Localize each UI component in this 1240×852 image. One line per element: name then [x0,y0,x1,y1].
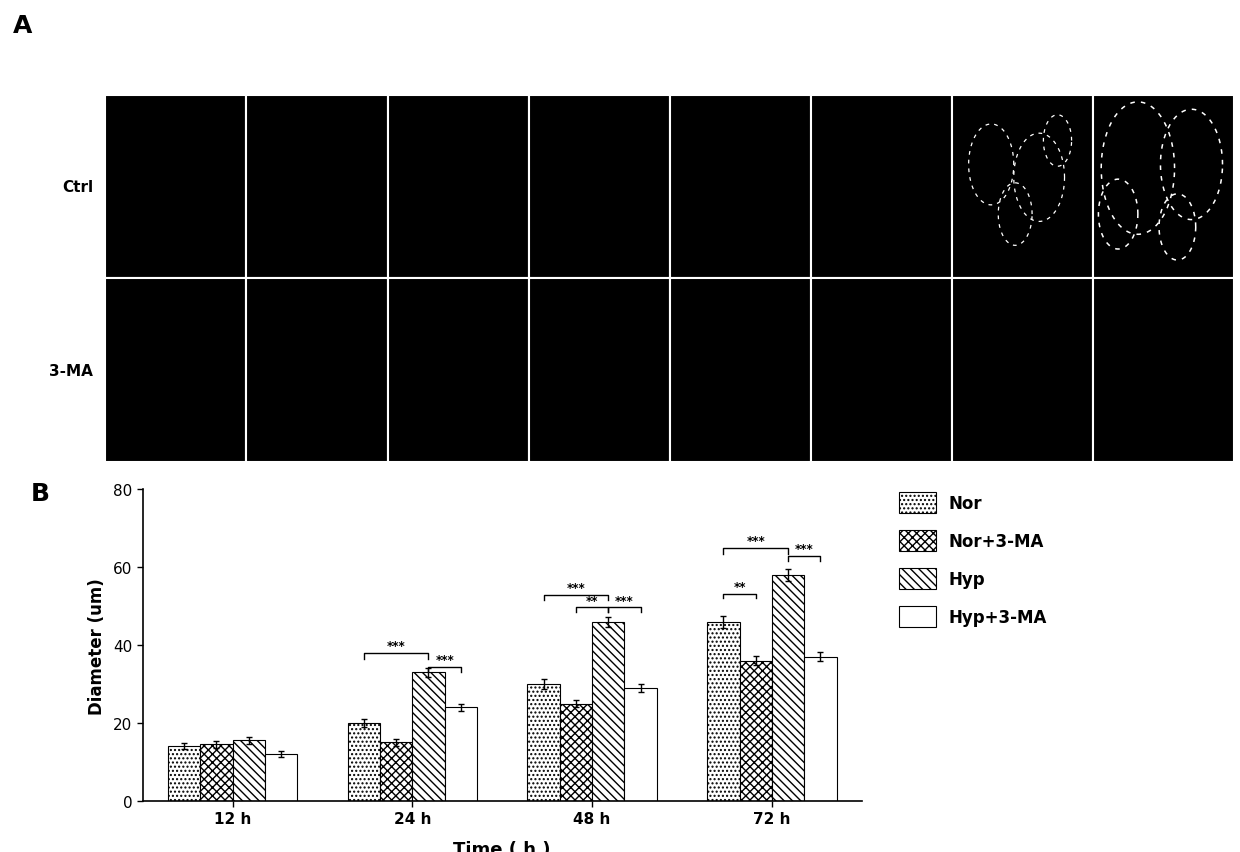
Text: ***: *** [387,639,405,653]
Text: ***: *** [615,594,634,607]
Bar [771,575,805,801]
Bar [445,707,477,801]
Bar [105,279,247,463]
Text: Ctrl: Ctrl [62,180,93,195]
Bar [528,95,670,279]
Text: ***: *** [567,581,585,594]
X-axis label: Time ( h ): Time ( h ) [454,840,551,852]
Bar [707,622,739,801]
Bar [952,279,1092,463]
Bar [528,279,670,463]
Bar [625,688,657,801]
Bar [739,661,771,801]
Bar [670,279,811,463]
Bar [233,740,265,801]
Text: A: A [12,14,32,38]
Text: ***: *** [795,542,813,556]
Bar [811,279,952,463]
Bar [952,95,1092,279]
Bar [387,279,528,463]
Bar [167,746,200,801]
Text: **: ** [733,580,745,593]
Bar [670,95,811,279]
Text: 3-MA: 3-MA [50,364,93,378]
Bar [265,754,298,801]
Bar [805,657,837,801]
Text: B: B [31,481,50,505]
Bar [200,745,233,801]
Text: ***: *** [435,653,454,666]
Bar [412,672,445,801]
Bar [247,95,387,279]
Bar [811,95,952,279]
Bar [1092,95,1234,279]
Bar [379,743,412,801]
Text: **: ** [585,594,599,607]
Y-axis label: Diameter (um): Diameter (um) [88,577,105,714]
Bar [527,684,559,801]
Bar [591,622,625,801]
Bar [1092,279,1234,463]
Legend: Nor, Nor+3-MA, Hyp, Hyp+3-MA: Nor, Nor+3-MA, Hyp, Hyp+3-MA [899,492,1048,628]
Text: ***: *** [746,534,765,548]
Bar [105,95,247,279]
Bar [347,723,379,801]
Bar [559,704,591,801]
Bar [387,95,528,279]
Bar [247,279,387,463]
